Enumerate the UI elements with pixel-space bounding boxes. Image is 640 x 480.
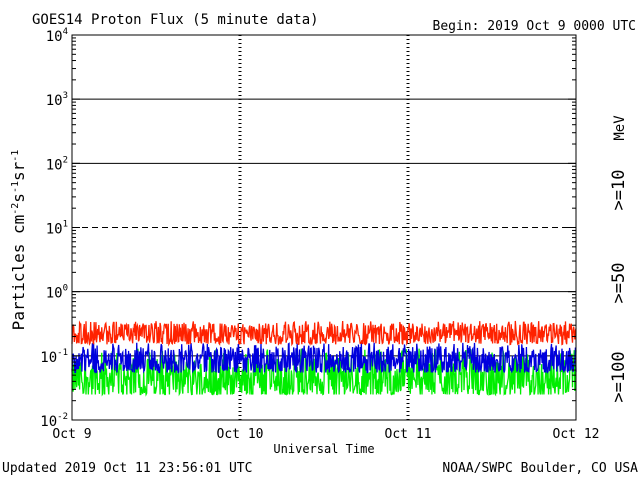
y-tick-base: 10	[46, 222, 63, 238]
y-axis-label-exp-2: -1	[10, 181, 21, 193]
series-line	[71, 320, 577, 347]
y-tick-label: 10-1	[40, 348, 68, 366]
legend-entry: >=50	[609, 263, 629, 304]
source-label: NOAA/SWPC Boulder, CO USA	[442, 461, 638, 476]
y-axis-label-unit-2: sr	[9, 161, 28, 181]
x-tick-label: Oct 12	[553, 427, 600, 442]
y-tick-label: 10-2	[40, 412, 68, 430]
y-tick-base: 10	[40, 350, 57, 366]
y-axis-label-unit-1: s	[9, 193, 28, 203]
y-tick-marks	[72, 37, 576, 421]
y-tick-exp: 3	[63, 91, 68, 101]
y-tick-base: 10	[46, 93, 63, 109]
x-tick-labels: Oct 9 Oct 10 Oct 11 Oct 12	[52, 427, 599, 442]
y-tick-exp: -2	[57, 412, 68, 422]
y-tick-exp: -1	[57, 348, 68, 358]
y-axis-label: Particles cm-2s-1sr-1	[9, 150, 28, 331]
y-axis-label-text: Particles cm	[9, 215, 28, 331]
begin-label: Begin: 2019 Oct 9 0000 UTC	[433, 19, 637, 34]
y-tick-exp: 0	[63, 284, 68, 294]
x-axis-label: Universal Time	[273, 442, 374, 456]
chart-title: GOES14 Proton Flux (5 minute data)	[32, 12, 319, 28]
y-axis-label-exp-1: -2	[10, 203, 21, 215]
x-tick-label: Oct 9	[52, 427, 91, 442]
y-tick-label: 103	[46, 91, 68, 109]
series-layer	[71, 320, 577, 397]
legend-entry: >=100	[609, 351, 629, 402]
legend: >=10 >=50 >=100	[609, 170, 629, 403]
series-line	[71, 348, 577, 397]
x-tick-label: Oct 11	[385, 427, 432, 442]
y-tick-base: 10	[40, 414, 57, 430]
y-tick-exp: 1	[63, 220, 68, 230]
y-tick-base: 10	[46, 157, 63, 173]
updated-label: Updated 2019 Oct 11 23:56:01 UTC	[2, 461, 252, 476]
y-axis-label-exp-3: -1	[10, 150, 21, 162]
x-tick-label: Oct 10	[217, 427, 264, 442]
y-tick-label: 102	[46, 155, 68, 173]
y-tick-label: 104	[46, 27, 68, 45]
reference-lines	[72, 98, 576, 357]
series-line	[71, 342, 577, 374]
y-tick-exp: 4	[63, 27, 68, 37]
y-tick-base: 10	[46, 286, 63, 302]
y-tick-exp: 2	[63, 155, 68, 165]
y-tick-base: 10	[46, 29, 63, 45]
y-tick-label: 101	[46, 220, 68, 238]
y-tick-label: 100	[46, 284, 68, 302]
legend-unit-mev: MeV	[612, 115, 628, 141]
legend-entry: >=10	[609, 170, 629, 211]
